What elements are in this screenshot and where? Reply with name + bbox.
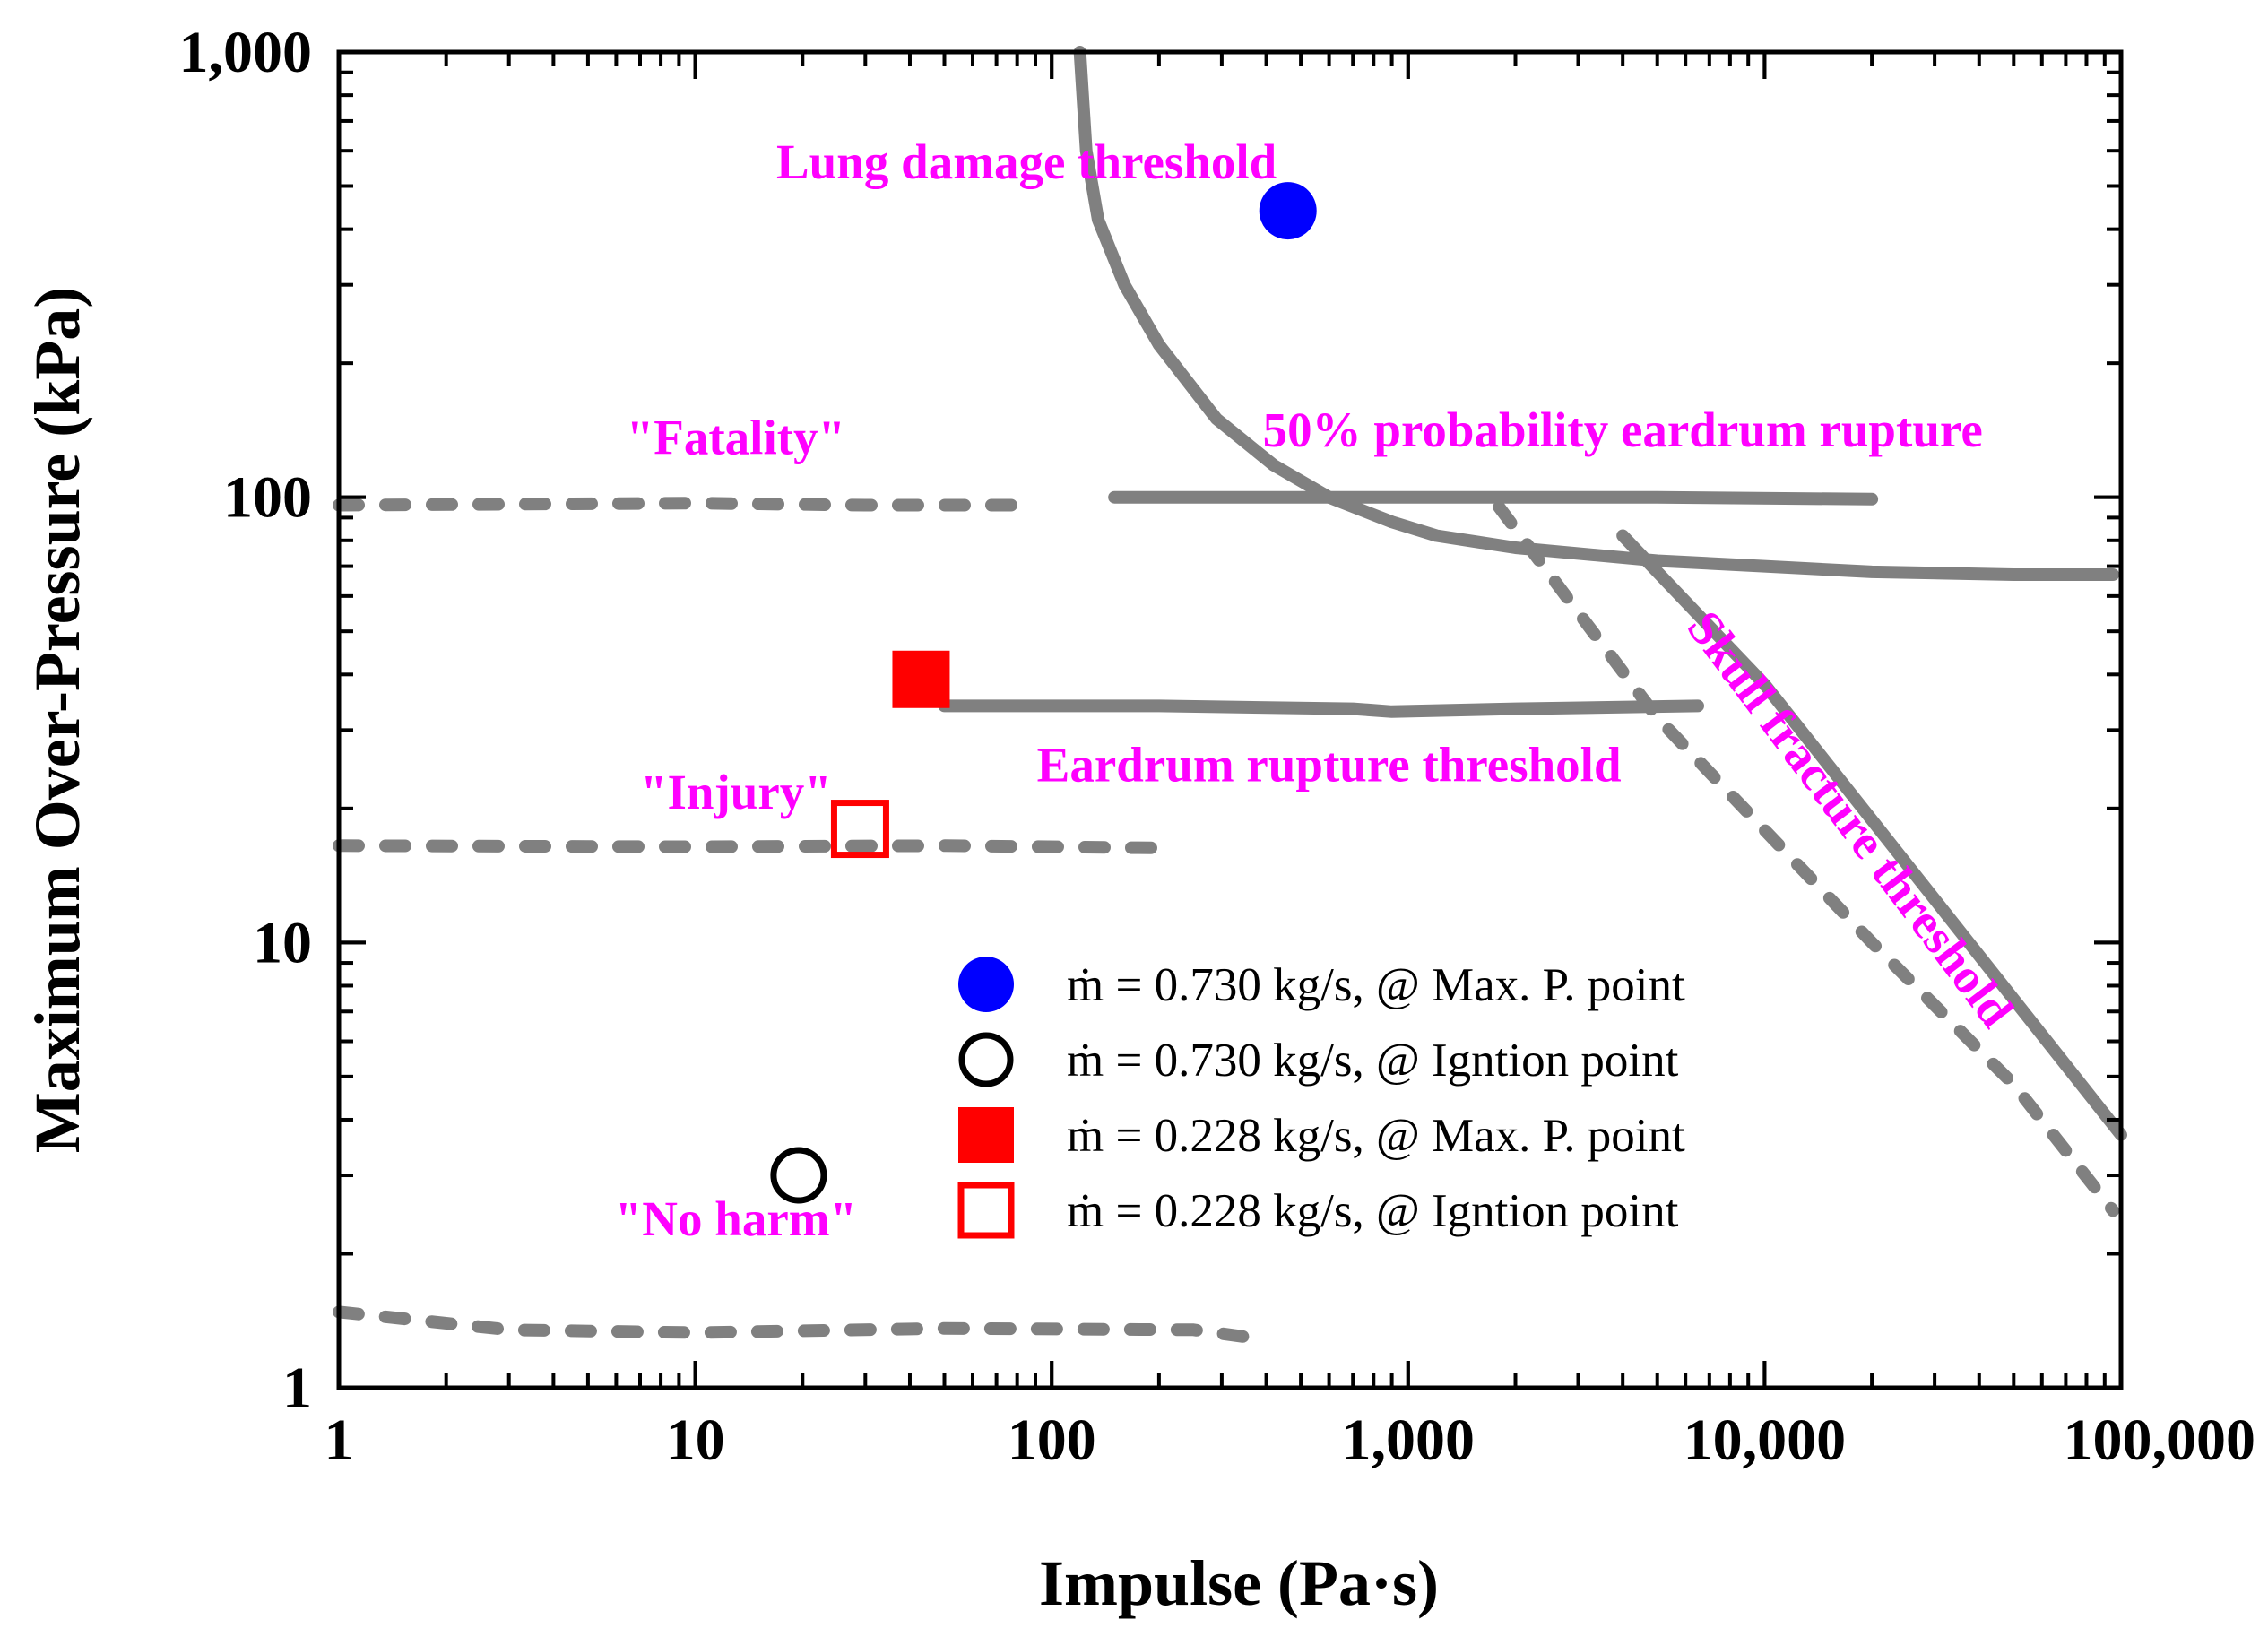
y-tick-label: 1,000 <box>179 20 313 85</box>
data-points <box>770 182 1317 1204</box>
data-point-series-4 <box>830 800 889 859</box>
curve-skull-fracture-threshold <box>1616 529 2127 1141</box>
legend-label-2: ṁ = 0.730 kg/s, @ Igntion point <box>1067 1035 1679 1087</box>
legend-marker-2 <box>958 1032 1014 1087</box>
legend-marker-1 <box>958 957 1014 1012</box>
curve-injury <box>333 839 1165 854</box>
data-point-series-2 <box>770 1147 827 1204</box>
annotation-lung-damage-threshold: Lung damage threshold <box>776 134 1277 189</box>
x-axis-title: Impulse (Pa·s) <box>1039 1547 1439 1619</box>
curve-skull-fracture-threshold-lower <box>1493 500 2120 1217</box>
annotation-injury: "Injury" <box>640 765 832 819</box>
x-tick-label: 10 <box>666 1407 725 1473</box>
legend-label-1: ṁ = 0.730 kg/s, @ Max. P. point <box>1067 959 1685 1011</box>
curve-50-probability-eardrum-rupture <box>1108 490 1879 506</box>
legend-label-4: ṁ = 0.228 kg/s, @ Igntion point <box>1067 1185 1679 1237</box>
legend-marker-4 <box>957 1182 1015 1239</box>
tick-labels: 1 10 100 1,000 10,000 100,000 1 10 100 1,000 <box>179 20 2256 1473</box>
data-point-series-3 <box>892 650 950 708</box>
legend-label-3: ṁ = 0.228 kg/s, @ Max. P. point <box>1067 1110 1685 1162</box>
legend-marker-3 <box>958 1107 1014 1163</box>
curve-fatality <box>333 497 1024 512</box>
annotation-eardrum-rupture-threshold: Eardrum rupture threshold <box>1037 738 1622 793</box>
curve-no-harm <box>333 1305 1265 1346</box>
plot-frame <box>336 49 2124 1390</box>
y-axis-title: Maximum Over-Pressure (kPa) <box>22 287 93 1153</box>
annotation-50-probability-eardrum-rupture: 50% probability eardrum rupture <box>1263 403 1983 457</box>
y-tick-label: 1 <box>282 1356 312 1421</box>
data-point-series-1 <box>1259 182 1317 240</box>
axis-ticks <box>337 50 2123 1390</box>
y-tick-label: 100 <box>223 465 312 531</box>
curve-lung-damage-threshold <box>1073 46 2120 581</box>
annotation-no-harm: "No harm" <box>615 1191 857 1246</box>
curve-eardrum-rupture-threshold <box>938 699 1704 718</box>
annotation-fatality: "Fatality" <box>627 411 845 465</box>
threshold-curves <box>333 46 2127 1346</box>
x-tick-label: 100 <box>1008 1407 1096 1473</box>
legend: ṁ = 0.730 kg/s, @ Max. P. point ṁ = 0.730… <box>957 957 1685 1239</box>
annotation-skull-fracture-threshold: Skull fracture threshold <box>1676 601 2024 1037</box>
x-tick-label: 100,000 <box>2064 1407 2256 1473</box>
y-tick-label: 10 <box>253 910 312 975</box>
x-tick-label: 1,000 <box>1342 1407 1476 1473</box>
x-tick-label: 1 <box>325 1407 354 1473</box>
x-tick-label: 10,000 <box>1684 1407 1847 1473</box>
